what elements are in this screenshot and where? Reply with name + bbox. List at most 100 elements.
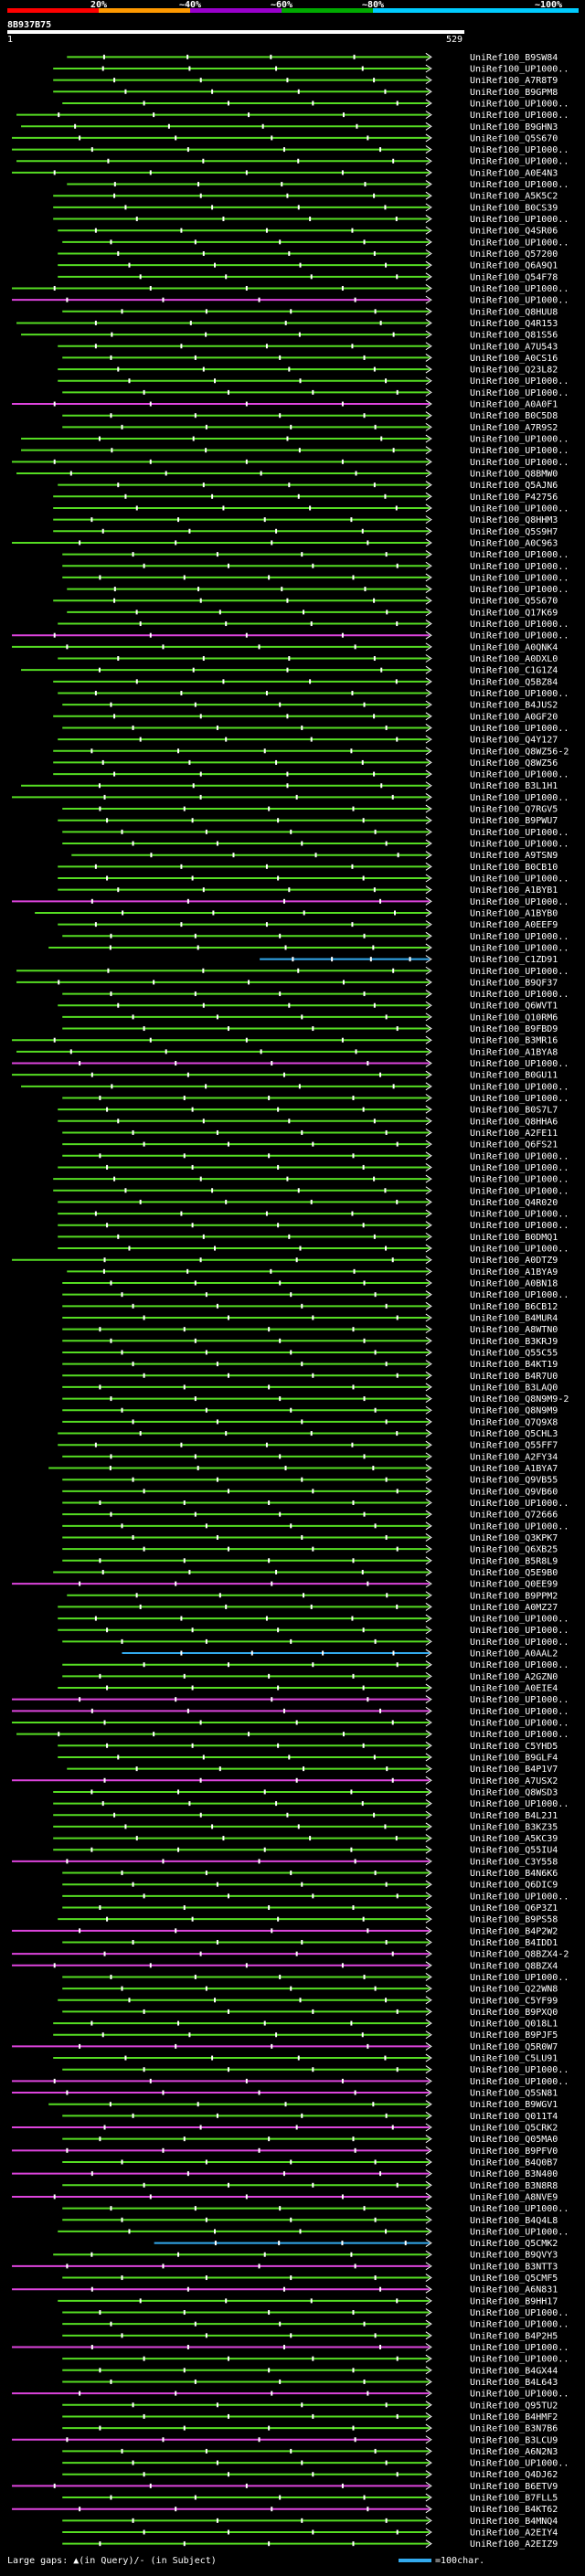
hit-label[interactable]: UniRef100_Q22WN8 [470, 1985, 558, 1995]
hit-label[interactable]: UniRef100_Q55FF7 [470, 1441, 558, 1451]
hit-label[interactable]: UniRef100_B4P1V7 [470, 1765, 558, 1775]
hit-label[interactable]: UniRef100_UP1000.. [470, 631, 569, 641]
hit-label[interactable]: UniRef100_UP1000.. [470, 458, 569, 468]
hit-label[interactable]: UniRef100_B4MUR4 [470, 1313, 558, 1323]
hit-label[interactable]: UniRef100_UP1000.. [470, 1290, 569, 1300]
hit-label[interactable]: UniRef100_UP1000.. [470, 1245, 569, 1255]
hit-label[interactable]: UniRef100_Q5CMK2 [470, 2239, 558, 2249]
hit-label[interactable]: UniRef100_UP1000.. [470, 573, 569, 583]
hit-label[interactable]: UniRef100_B9GHN3 [470, 122, 558, 133]
hit-label[interactable]: UniRef100_UP1000.. [470, 1730, 569, 1740]
hit-label[interactable]: UniRef100_Q4SR06 [470, 227, 558, 237]
hit-label[interactable]: UniRef100_A7R8T9 [470, 76, 558, 86]
hit-label[interactable]: UniRef100_B0GU11 [470, 1071, 558, 1081]
hit-label[interactable]: UniRef100_UP1000.. [470, 897, 569, 907]
hit-label[interactable]: UniRef100_B9PWU7 [470, 816, 558, 826]
hit-label[interactable]: UniRef100_A1BYA8 [470, 1047, 558, 1057]
hit-label[interactable]: UniRef100_UP1000.. [470, 1626, 569, 1636]
hit-label[interactable]: UniRef100_B9PXQ0 [470, 2008, 558, 2018]
hit-label[interactable]: UniRef100_B4Q4L8 [470, 2216, 558, 2226]
hit-label[interactable]: UniRef100_A9TSN9 [470, 851, 558, 861]
hit-label[interactable]: UniRef100_UP1000.. [470, 1151, 569, 1161]
hit-label[interactable]: UniRef100_Q5AJN6 [470, 481, 558, 491]
hit-label[interactable]: UniRef100_A0EEF9 [470, 920, 558, 930]
hit-label[interactable]: UniRef100_B0CS39 [470, 203, 558, 213]
hit-label[interactable]: UniRef100_Q0EE99 [470, 1580, 558, 1590]
hit-label[interactable]: UniRef100_B4IDD1 [470, 1938, 558, 1948]
hit-label[interactable]: UniRef100_B4GX44 [470, 2366, 558, 2376]
hit-label[interactable]: UniRef100_UP1000.. [470, 793, 569, 803]
hit-label[interactable]: UniRef100_UP1000.. [470, 875, 569, 885]
hit-label[interactable]: UniRef100_A7R9S2 [470, 423, 558, 433]
hit-label[interactable]: UniRef100_C5YF99 [470, 1996, 558, 2006]
hit-label[interactable]: UniRef100_UP1000.. [470, 238, 569, 248]
hit-label[interactable]: UniRef100_B6ETV9 [470, 2482, 558, 2492]
hit-label[interactable]: UniRef100_UP1000.. [470, 1175, 569, 1185]
hit-label[interactable]: UniRef100_UP1000.. [470, 1799, 569, 1809]
hit-label[interactable]: UniRef100_B9PPM2 [470, 1591, 558, 1601]
hit-label[interactable]: UniRef100_B3LCU9 [470, 2435, 558, 2445]
hit-label[interactable]: UniRef100_Q6FS21 [470, 1140, 558, 1150]
hit-label[interactable]: UniRef100_UP1000.. [470, 585, 569, 595]
hit-label[interactable]: UniRef100_UP1000.. [470, 2343, 569, 2353]
hit-label[interactable]: UniRef100_UP1000.. [470, 620, 569, 630]
hit-label[interactable]: UniRef100_Q6XB25 [470, 1545, 558, 1555]
hit-label[interactable]: UniRef100_B4Q0B7 [470, 2157, 558, 2168]
hit-label[interactable]: UniRef100_A0DTZ9 [470, 1256, 558, 1266]
hit-label[interactable]: UniRef100_Q8BMW0 [470, 469, 558, 479]
hit-label[interactable]: UniRef100_A0DXL0 [470, 654, 558, 664]
hit-label[interactable]: UniRef100_UP1000.. [470, 376, 569, 387]
hit-label[interactable]: UniRef100_Q6WVT1 [470, 1002, 558, 1012]
hit-label[interactable]: UniRef100_Q5S670 [470, 597, 558, 607]
hit-label[interactable]: UniRef100_Q17K69 [470, 608, 558, 618]
hit-label[interactable]: UniRef100_UP1000.. [470, 145, 569, 155]
hit-label[interactable]: UniRef100_B6CB12 [470, 1302, 558, 1312]
hit-label[interactable]: UniRef100_A0QNK4 [470, 642, 558, 652]
hit-label[interactable]: UniRef100_UP1000.. [470, 562, 569, 572]
hit-label[interactable]: UniRef100_Q72666 [470, 1511, 558, 1521]
hit-label[interactable]: UniRef100_A7USX2 [470, 1776, 558, 1786]
hit-label[interactable]: UniRef100_A5KC39 [470, 1834, 558, 1844]
hit-label[interactable]: UniRef100_B9QF37 [470, 978, 558, 988]
hit-label[interactable]: UniRef100_UP1000.. [470, 2459, 569, 2469]
hit-label[interactable]: UniRef100_Q5CMF5 [470, 2274, 558, 2284]
hit-label[interactable]: UniRef100_Q3KPK7 [470, 1533, 558, 1543]
hit-label[interactable]: UniRef100_B7FLL5 [470, 2494, 558, 2504]
hit-label[interactable]: UniRef100_A0GF20 [470, 712, 558, 722]
hit-label[interactable]: UniRef100_B3N7B6 [470, 2424, 558, 2434]
hit-label[interactable]: UniRef100_B4L643 [470, 2378, 558, 2388]
hit-label[interactable]: UniRef100_Q8WZ56-2 [470, 747, 569, 757]
hit-label[interactable]: UniRef100_B9QVY3 [470, 2251, 558, 2261]
hit-label[interactable]: UniRef100_UP1000.. [470, 2065, 569, 2075]
hit-label[interactable]: UniRef100_C3Y558 [470, 1857, 558, 1867]
hit-label[interactable]: UniRef100_UP1000.. [470, 967, 569, 977]
hit-label[interactable]: UniRef100_UP1000.. [470, 1499, 569, 1509]
hit-label[interactable]: UniRef100_A8NVE9 [470, 2192, 558, 2202]
hit-label[interactable]: UniRef100_C1ZD91 [470, 955, 558, 965]
hit-label[interactable]: UniRef100_A0CS16 [470, 354, 558, 364]
hit-label[interactable]: UniRef100_Q55C55 [470, 1348, 558, 1358]
hit-label[interactable]: UniRef100_UP1000.. [470, 1082, 569, 1092]
hit-label[interactable]: UniRef100_UP1000.. [470, 2390, 569, 2400]
hit-label[interactable]: UniRef100_UP1000.. [470, 446, 569, 456]
hit-label[interactable]: UniRef100_B4P2H5 [470, 2331, 558, 2341]
hit-label[interactable]: UniRef100_UP1000.. [470, 2308, 569, 2318]
hit-label[interactable]: UniRef100_Q81S56 [470, 331, 558, 341]
hit-label[interactable]: UniRef100_Q7RGV5 [470, 805, 558, 815]
hit-label[interactable]: UniRef100_UP1000.. [470, 1521, 569, 1532]
hit-label[interactable]: UniRef100_B3KRJ9 [470, 1337, 558, 1347]
hit-label[interactable]: UniRef100_UP1000.. [470, 157, 569, 167]
hit-label[interactable]: UniRef100_B9GLF4 [470, 1753, 558, 1763]
hit-label[interactable]: UniRef100_B3LAQ0 [470, 1383, 558, 1393]
hit-label[interactable]: UniRef100_B4L2J1 [470, 1811, 558, 1821]
hit-label[interactable]: UniRef100_C5YHD5 [470, 1742, 558, 1752]
hit-label[interactable]: UniRef100_Q5S9H7 [470, 527, 558, 537]
hit-label[interactable]: UniRef100_B0C5D8 [470, 411, 558, 421]
hit-label[interactable]: UniRef100_A0C963 [470, 538, 558, 548]
hit-label[interactable]: UniRef100_A1BYA7 [470, 1464, 558, 1474]
hit-label[interactable]: UniRef100_UP1000.. [470, 1094, 569, 1104]
hit-label[interactable]: UniRef100_Q8N9M9 [470, 1406, 558, 1416]
hit-label[interactable]: UniRef100_A1BYB0 [470, 908, 558, 918]
hit-label[interactable]: UniRef100_Q6DIC9 [470, 1881, 558, 1891]
hit-label[interactable]: UniRef100_UP1000.. [470, 2077, 569, 2087]
